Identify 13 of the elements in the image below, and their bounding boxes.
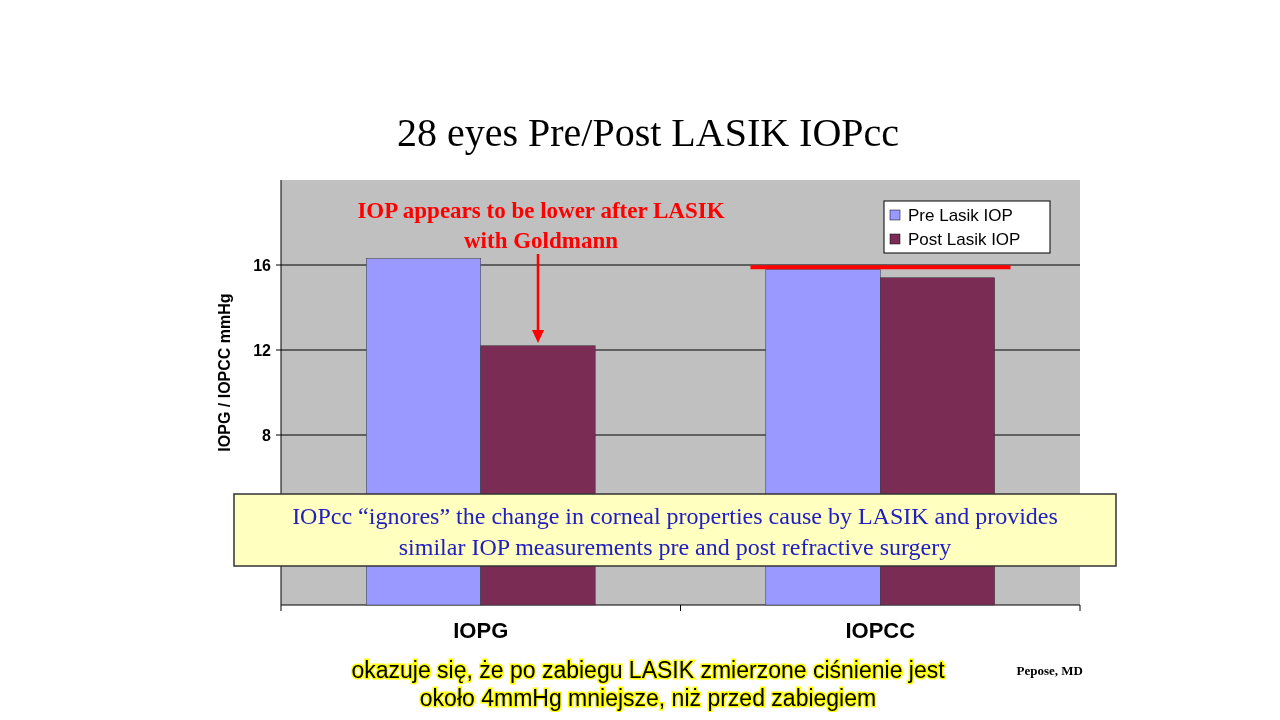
text: okazuje się, że po zabiegu LASIK zmierzone ciśnienie jest około 4mmHg mniejsze, niż przed zabiegiem <box>351 657 946 711</box>
y-axis-title: IOPG / IOPCC mmHg <box>216 293 233 452</box>
text: Pepose, MD <box>1016 663 1083 678</box>
chart-title: 28 eyes Pre/Post LASIK IOPcc <box>396 110 900 155</box>
annotation: IOP appears to be lower after LASIK with Goldmann <box>357 198 725 253</box>
y-tick-label: 8 <box>262 426 272 444</box>
annotation: IOPcc “ignores” the change in corneal properties cause by LASIK and provides similar IOP measurements pre and post refractive surgery <box>292 503 1058 560</box>
x-tick-label: IOPCC <box>845 618 916 643</box>
y-tick-label: 16 <box>253 256 272 274</box>
y-tick-label: 12 <box>253 341 272 359</box>
legend-label: Post Lasik IOP <box>908 229 1021 249</box>
legend-label: Pre Lasik IOP <box>908 205 1013 225</box>
x-tick-label: IOPG <box>453 618 509 643</box>
